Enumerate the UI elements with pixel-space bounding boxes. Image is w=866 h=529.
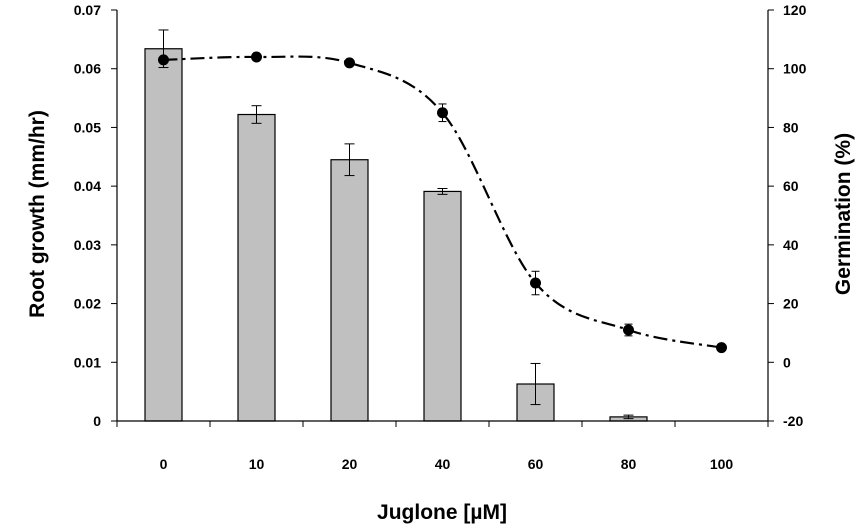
y-tick-label-left: 0 — [93, 413, 101, 429]
y-axis-title-right: Germination (%) — [832, 133, 855, 295]
x-tick-label: 100 — [710, 456, 734, 472]
y-axis-title-left: Root growth (mm/hr) — [26, 110, 49, 318]
germination-point — [623, 324, 634, 336]
y-tick-label-left: 0.03 — [74, 237, 101, 253]
y-tick-label-right: 80 — [783, 119, 799, 135]
germination-point — [344, 57, 355, 69]
bar — [330, 159, 369, 422]
germination-point — [530, 277, 541, 289]
x-tick-label: 40 — [435, 456, 451, 472]
y-tick-label-left: 0.02 — [74, 296, 101, 312]
y-tick-label-right: 60 — [783, 178, 799, 194]
germination-point — [716, 342, 727, 354]
germination-point — [158, 54, 169, 66]
x-tick-label: 80 — [621, 456, 637, 472]
x-axis-title: Juglone [µM] — [377, 501, 507, 524]
bars-layer — [144, 29, 648, 422]
y-tick-label-left: 0.01 — [74, 354, 101, 370]
germination-point — [437, 107, 448, 119]
line-layer — [158, 51, 727, 354]
x-tick-label: 10 — [249, 456, 265, 472]
y-tick-label-right: 20 — [783, 296, 799, 312]
y-tick-label-right: 100 — [783, 61, 807, 77]
y-tick-label-right: 40 — [783, 237, 799, 253]
y-tick-label-left: 0.06 — [74, 61, 101, 77]
x-tick-label: 60 — [528, 456, 544, 472]
bar — [423, 190, 462, 422]
x-tick-label: 20 — [342, 456, 358, 472]
bar — [144, 48, 183, 422]
y-tick-label-right: -20 — [783, 413, 803, 429]
bar — [237, 113, 276, 422]
x-tick-label: 0 — [160, 456, 168, 472]
axes-layer — [111, 9, 774, 427]
y-tick-label-right: 120 — [783, 2, 807, 18]
y-tick-label-left: 0.05 — [74, 119, 101, 135]
y-tick-label-left: 0.07 — [74, 2, 101, 18]
tick-labels-layer: 0 0.01 0.02 0.03 0.04 0.05 0.06 0.07 -20 0 20 40 60 8… — [74, 2, 807, 472]
y-tick-label-left: 0.04 — [74, 178, 101, 194]
germination-point — [251, 51, 262, 63]
y-tick-label-right: 0 — [783, 354, 791, 370]
